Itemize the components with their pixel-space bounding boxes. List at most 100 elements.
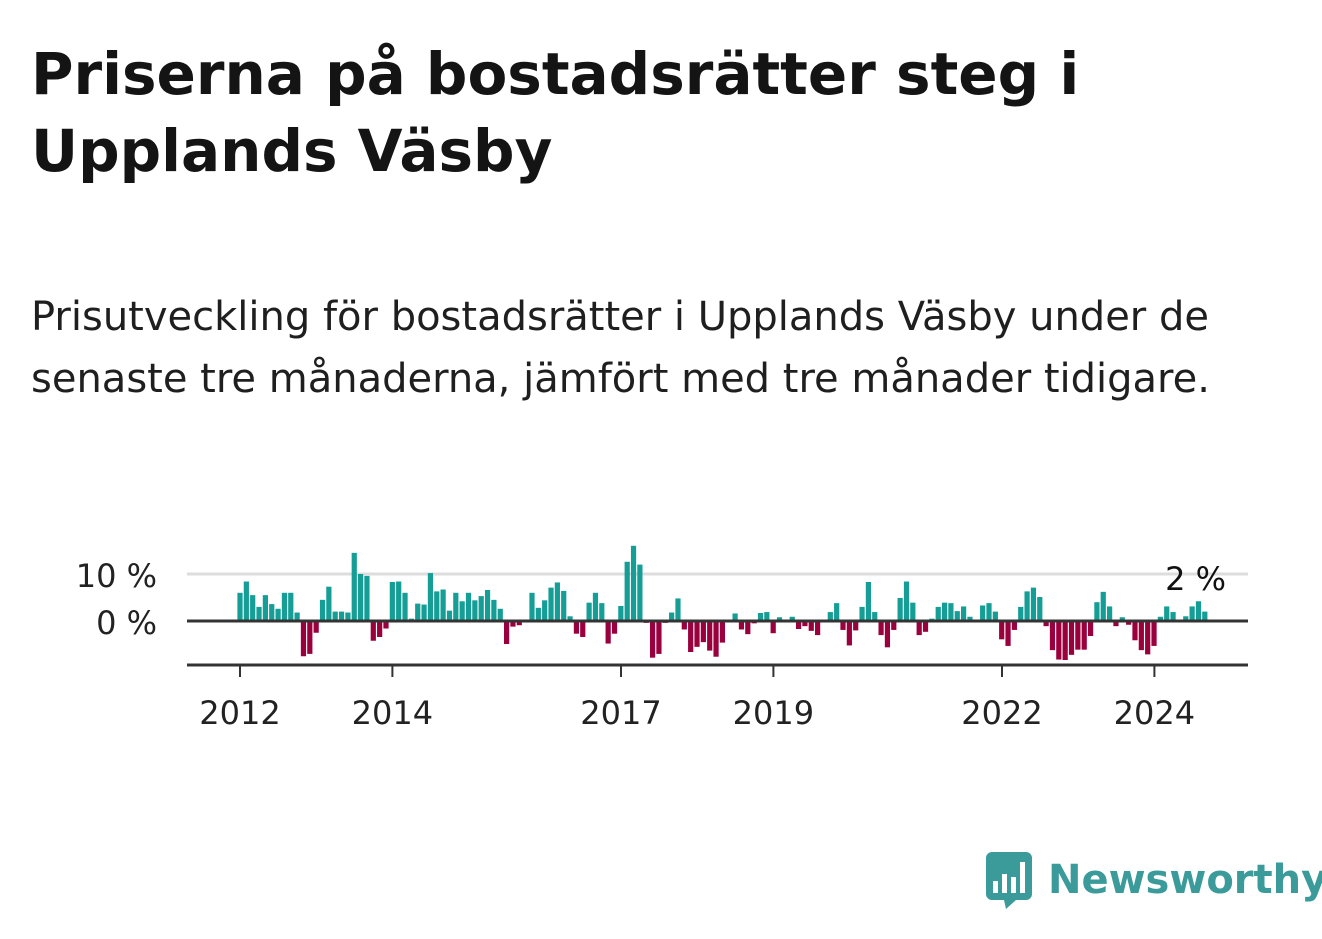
bar: [1081, 621, 1087, 650]
bar: [554, 582, 560, 621]
bar: [922, 621, 929, 632]
bar: [250, 595, 256, 621]
bar: [637, 564, 643, 621]
bar: [700, 621, 706, 643]
bar: [300, 621, 307, 657]
bar: [1094, 602, 1100, 621]
bar: [1018, 606, 1024, 621]
x-tick-label: 2019: [733, 694, 814, 732]
x-tick-label: 2017: [580, 694, 661, 732]
bar: [980, 605, 986, 621]
bar: [986, 603, 992, 621]
bar: [529, 592, 535, 621]
bar: [1011, 621, 1017, 630]
bar-chart: 0 % 10 % 2012 2014 2017 2019 2022 2024 2 %: [76, 545, 1248, 732]
bar: [935, 606, 941, 621]
bar: [1062, 621, 1068, 661]
x-tick-label: 2014: [352, 694, 433, 732]
bar: [440, 589, 446, 621]
labels: 0 % 10 % 2012 2014 2017 2019 2022 2024 2 %: [76, 557, 1226, 732]
bar: [434, 591, 440, 621]
bar: [815, 621, 821, 636]
bar: [561, 590, 567, 621]
bar: [764, 612, 770, 621]
bar: [954, 611, 960, 621]
bar: [776, 617, 783, 621]
bar: [535, 607, 541, 621]
newsworthy-logo: Newsworthy: [982, 850, 1322, 910]
bar: [1183, 616, 1189, 621]
bar: [332, 611, 338, 621]
bar: [313, 621, 319, 633]
bar: [1132, 621, 1138, 641]
bar: [834, 603, 840, 621]
bar: [941, 602, 948, 621]
bar: [618, 605, 624, 621]
bar: [586, 602, 592, 621]
bar: [1030, 587, 1037, 621]
bar: [999, 621, 1005, 640]
bar: [669, 612, 675, 621]
bar: [1075, 621, 1081, 650]
chart-title: Priserna på bostadsrätter steg i Uppland…: [31, 40, 1080, 185]
x-tick-label: 2012: [199, 694, 280, 732]
bar: [840, 621, 846, 630]
bar: [694, 621, 700, 647]
bar: [1145, 621, 1151, 655]
bar: [542, 600, 548, 621]
bar: [421, 604, 427, 621]
bar: [548, 587, 554, 621]
bar: [795, 621, 802, 629]
bar: [345, 612, 351, 621]
logo-text: Newsworthy: [1048, 857, 1322, 903]
bar: [1126, 621, 1132, 625]
bar: [465, 592, 472, 621]
bar: [865, 581, 872, 621]
bar: [1138, 621, 1144, 651]
bar: [1068, 621, 1075, 655]
bar: [1164, 606, 1170, 621]
bar: [402, 592, 408, 621]
bar: [884, 621, 891, 648]
bar: [1189, 606, 1195, 621]
bar: [719, 621, 726, 643]
bar: [967, 616, 973, 621]
bar: [738, 621, 745, 630]
x-tick-label: 2024: [1114, 694, 1195, 732]
bar: [281, 592, 288, 621]
bar: [713, 621, 719, 657]
bar: [599, 603, 605, 621]
bar: [808, 621, 814, 631]
bar: [275, 608, 281, 621]
bar: [681, 621, 687, 630]
bar: [364, 575, 370, 621]
bar: [1087, 621, 1094, 637]
bar: [592, 592, 599, 621]
bar: [611, 621, 618, 634]
bar: [878, 621, 884, 636]
newsworthy-bar-chart-icon: [986, 852, 1032, 909]
bar: [1157, 616, 1163, 621]
bar: [827, 612, 833, 621]
bar: [497, 608, 503, 621]
bar: [872, 612, 878, 621]
bar: [853, 621, 859, 631]
bar: [789, 616, 795, 621]
bar: [656, 621, 662, 654]
bar: [688, 621, 694, 653]
bar: [897, 597, 903, 621]
bar: [307, 621, 313, 654]
bar: [377, 621, 383, 637]
bar: [802, 621, 808, 627]
bar: [396, 581, 402, 621]
bar: [1106, 606, 1113, 621]
bar: [770, 621, 776, 634]
bar: [1037, 597, 1043, 621]
bar: [580, 621, 586, 637]
bar: [630, 545, 637, 621]
bar: [891, 621, 897, 630]
bar: [1049, 621, 1056, 651]
bar: [453, 592, 459, 621]
bar: [269, 604, 275, 621]
bar: [948, 603, 954, 621]
